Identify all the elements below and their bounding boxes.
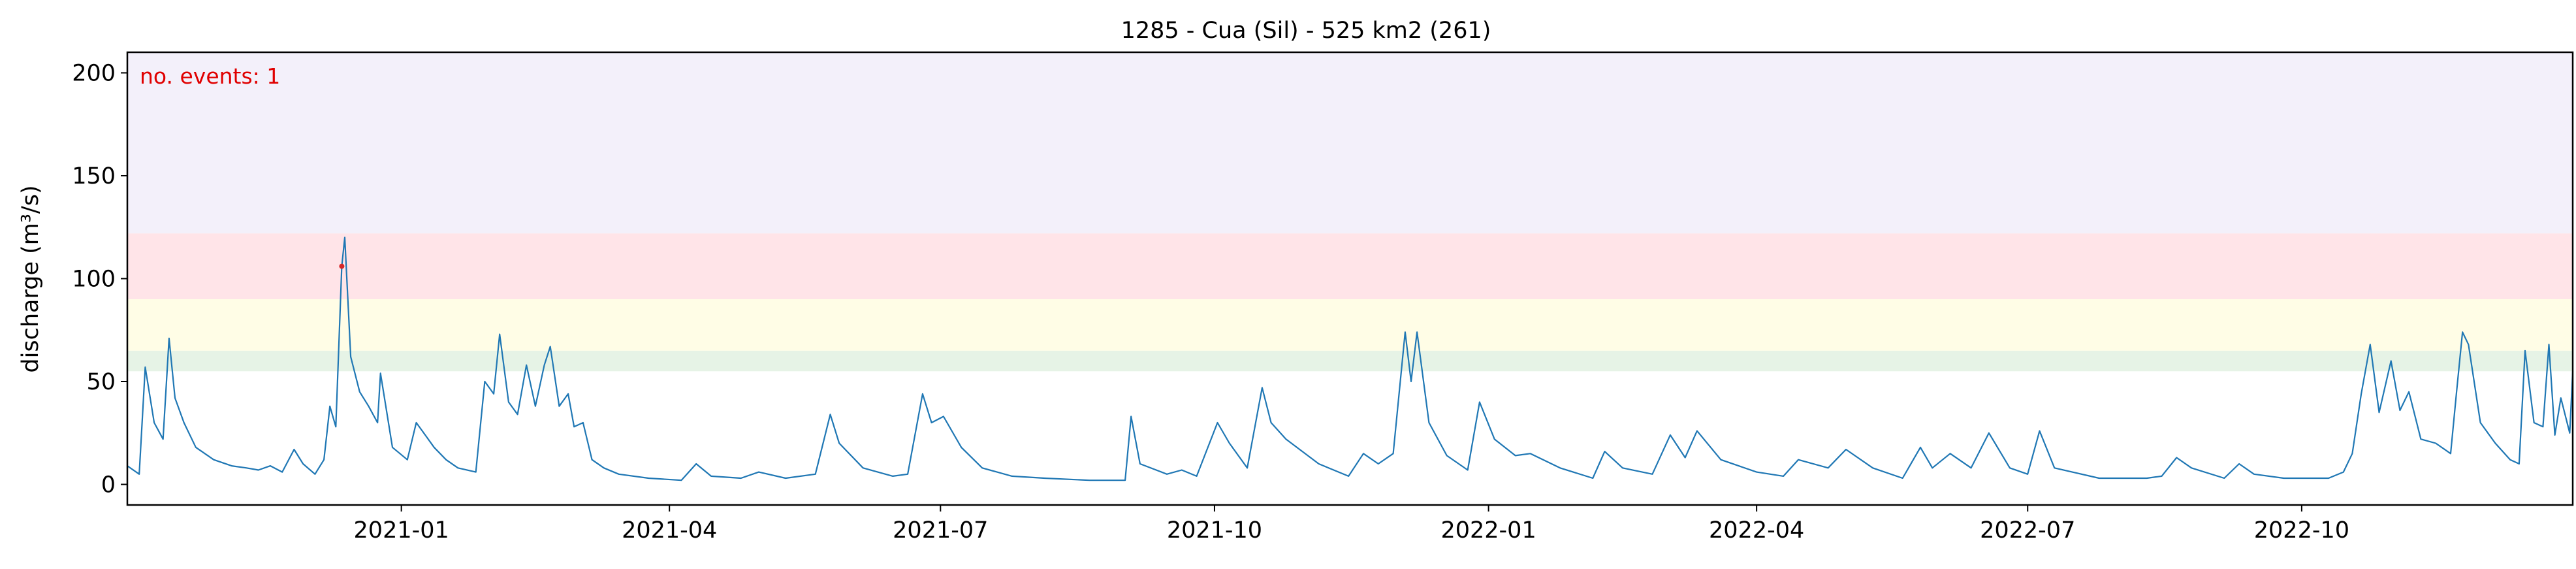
x-axis-ticks: 2021-01 2021-04 2021-07 2021-10 2022-01 2022-…	[354, 505, 2349, 544]
x-tick-label: 2022-04	[1709, 517, 1804, 544]
threshold-band-0	[127, 350, 2573, 372]
x-tick-label: 2021-01	[354, 517, 449, 544]
y-tick-label: 100	[72, 267, 116, 293]
y-tick-label: 0	[101, 472, 116, 498]
threshold-band-2	[127, 233, 2573, 299]
series-line	[127, 236, 2574, 481]
threshold-band-3	[127, 52, 2573, 234]
threshold-band-1	[127, 299, 2573, 351]
y-axis-label: discharge (m³/s)	[18, 185, 44, 372]
threshold-bands	[127, 52, 2573, 372]
y-tick-label: 150	[72, 163, 116, 189]
y-tick-label: 200	[72, 61, 116, 87]
discharge-series	[127, 236, 2574, 481]
x-tick-label: 2022-10	[2254, 517, 2349, 544]
x-tick-label: 2021-07	[893, 517, 988, 544]
x-tick-label: 2022-07	[1980, 517, 2075, 544]
x-tick-label: 2021-10	[1167, 517, 1262, 544]
event-markers	[339, 263, 345, 269]
x-tick-label: 2021-04	[622, 517, 717, 544]
event-marker-0	[339, 263, 345, 269]
event-count-label: no. events: 1	[140, 63, 280, 89]
chart-title: 1285 - Cua (Sil) - 525 km2 (261)	[1121, 18, 1491, 44]
y-axis-ticks: 0 50 100 150 200	[72, 61, 127, 498]
x-tick-label: 2022-01	[1440, 517, 1536, 544]
y-tick-label: 50	[86, 369, 116, 395]
